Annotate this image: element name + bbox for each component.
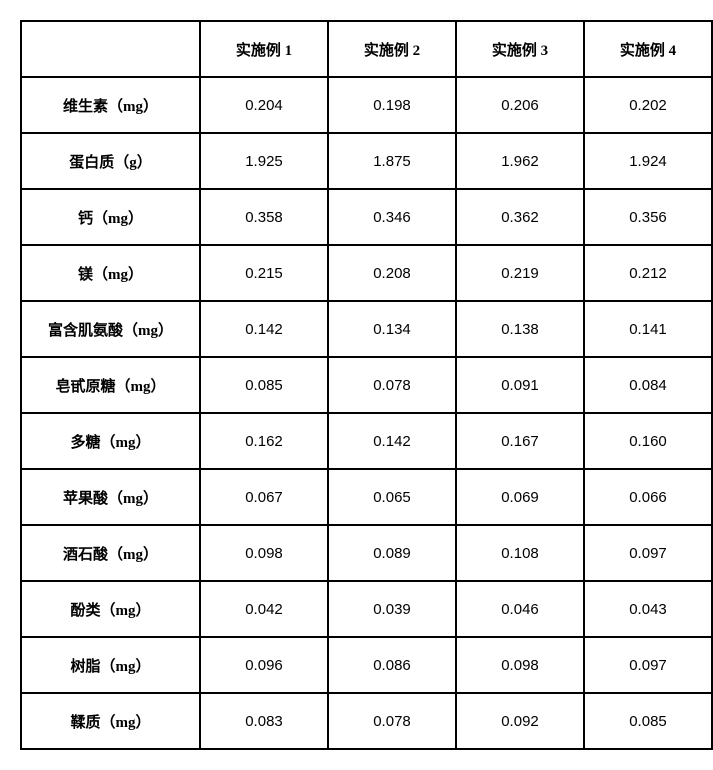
table-row: 多糖（mg） 0.162 0.142 0.167 0.160 — [21, 413, 712, 469]
cell-v3: 0.206 — [456, 77, 584, 133]
row-label: 树脂（mg） — [21, 637, 200, 693]
table-row: 钙（mg） 0.358 0.346 0.362 0.356 — [21, 189, 712, 245]
cell-v1: 0.042 — [200, 581, 328, 637]
header-ex4: 实施例 4 — [584, 21, 712, 77]
cell-v1: 0.142 — [200, 301, 328, 357]
row-label: 富含肌氨酸（mg） — [21, 301, 200, 357]
cell-v4: 0.084 — [584, 357, 712, 413]
table-row: 酒石酸（mg） 0.098 0.089 0.108 0.097 — [21, 525, 712, 581]
cell-v3: 0.098 — [456, 637, 584, 693]
header-ex1: 实施例 1 — [200, 21, 328, 77]
table-row: 皂甙原糖（mg） 0.085 0.078 0.091 0.084 — [21, 357, 712, 413]
row-label: 多糖（mg） — [21, 413, 200, 469]
table-row: 蛋白质（g） 1.925 1.875 1.962 1.924 — [21, 133, 712, 189]
cell-v4: 1.924 — [584, 133, 712, 189]
table-row: 镁（mg） 0.215 0.208 0.219 0.212 — [21, 245, 712, 301]
cell-v2: 0.134 — [328, 301, 456, 357]
cell-v4: 0.160 — [584, 413, 712, 469]
cell-v2: 0.208 — [328, 245, 456, 301]
header-blank — [21, 21, 200, 77]
row-label: 皂甙原糖（mg） — [21, 357, 200, 413]
cell-v1: 0.085 — [200, 357, 328, 413]
header-ex3: 实施例 3 — [456, 21, 584, 77]
cell-v1: 0.098 — [200, 525, 328, 581]
cell-v4: 0.141 — [584, 301, 712, 357]
row-label: 酚类（mg） — [21, 581, 200, 637]
cell-v2: 0.142 — [328, 413, 456, 469]
row-label: 酒石酸（mg） — [21, 525, 200, 581]
nutrition-table: 实施例 1 实施例 2 实施例 3 实施例 4 维生素（mg） 0.204 0.… — [20, 20, 713, 750]
cell-v3: 0.108 — [456, 525, 584, 581]
row-label: 蛋白质（g） — [21, 133, 200, 189]
cell-v4: 0.356 — [584, 189, 712, 245]
cell-v4: 0.097 — [584, 525, 712, 581]
table-header-row: 实施例 1 实施例 2 实施例 3 实施例 4 — [21, 21, 712, 77]
table-row: 树脂（mg） 0.096 0.086 0.098 0.097 — [21, 637, 712, 693]
cell-v3: 0.362 — [456, 189, 584, 245]
cell-v1: 0.096 — [200, 637, 328, 693]
header-ex2: 实施例 2 — [328, 21, 456, 77]
row-label: 钙（mg） — [21, 189, 200, 245]
cell-v3: 0.219 — [456, 245, 584, 301]
cell-v3: 0.138 — [456, 301, 584, 357]
row-label: 苹果酸（mg） — [21, 469, 200, 525]
cell-v2: 0.078 — [328, 357, 456, 413]
cell-v2: 0.346 — [328, 189, 456, 245]
cell-v4: 0.202 — [584, 77, 712, 133]
cell-v3: 0.091 — [456, 357, 584, 413]
cell-v2: 0.039 — [328, 581, 456, 637]
table-row: 维生素（mg） 0.204 0.198 0.206 0.202 — [21, 77, 712, 133]
cell-v4: 0.097 — [584, 637, 712, 693]
cell-v4: 0.212 — [584, 245, 712, 301]
cell-v2: 0.198 — [328, 77, 456, 133]
cell-v2: 0.065 — [328, 469, 456, 525]
table-row: 酚类（mg） 0.042 0.039 0.046 0.043 — [21, 581, 712, 637]
cell-v2: 1.875 — [328, 133, 456, 189]
row-label: 维生素（mg） — [21, 77, 200, 133]
cell-v3: 1.962 — [456, 133, 584, 189]
cell-v4: 0.066 — [584, 469, 712, 525]
cell-v3: 0.069 — [456, 469, 584, 525]
cell-v1: 0.358 — [200, 189, 328, 245]
cell-v2: 0.086 — [328, 637, 456, 693]
cell-v1: 0.162 — [200, 413, 328, 469]
table-row: 富含肌氨酸（mg） 0.142 0.134 0.138 0.141 — [21, 301, 712, 357]
table-row: 苹果酸（mg） 0.067 0.065 0.069 0.066 — [21, 469, 712, 525]
cell-v2: 0.089 — [328, 525, 456, 581]
cell-v3: 0.167 — [456, 413, 584, 469]
row-label: 镁（mg） — [21, 245, 200, 301]
cell-v3: 0.046 — [456, 581, 584, 637]
cell-v4: 0.043 — [584, 581, 712, 637]
cell-v1: 0.067 — [200, 469, 328, 525]
cell-v1: 0.204 — [200, 77, 328, 133]
cell-v1: 0.215 — [200, 245, 328, 301]
table-body: 维生素（mg） 0.204 0.198 0.206 0.202 蛋白质（g） 1… — [21, 77, 712, 749]
cell-v1: 1.925 — [200, 133, 328, 189]
